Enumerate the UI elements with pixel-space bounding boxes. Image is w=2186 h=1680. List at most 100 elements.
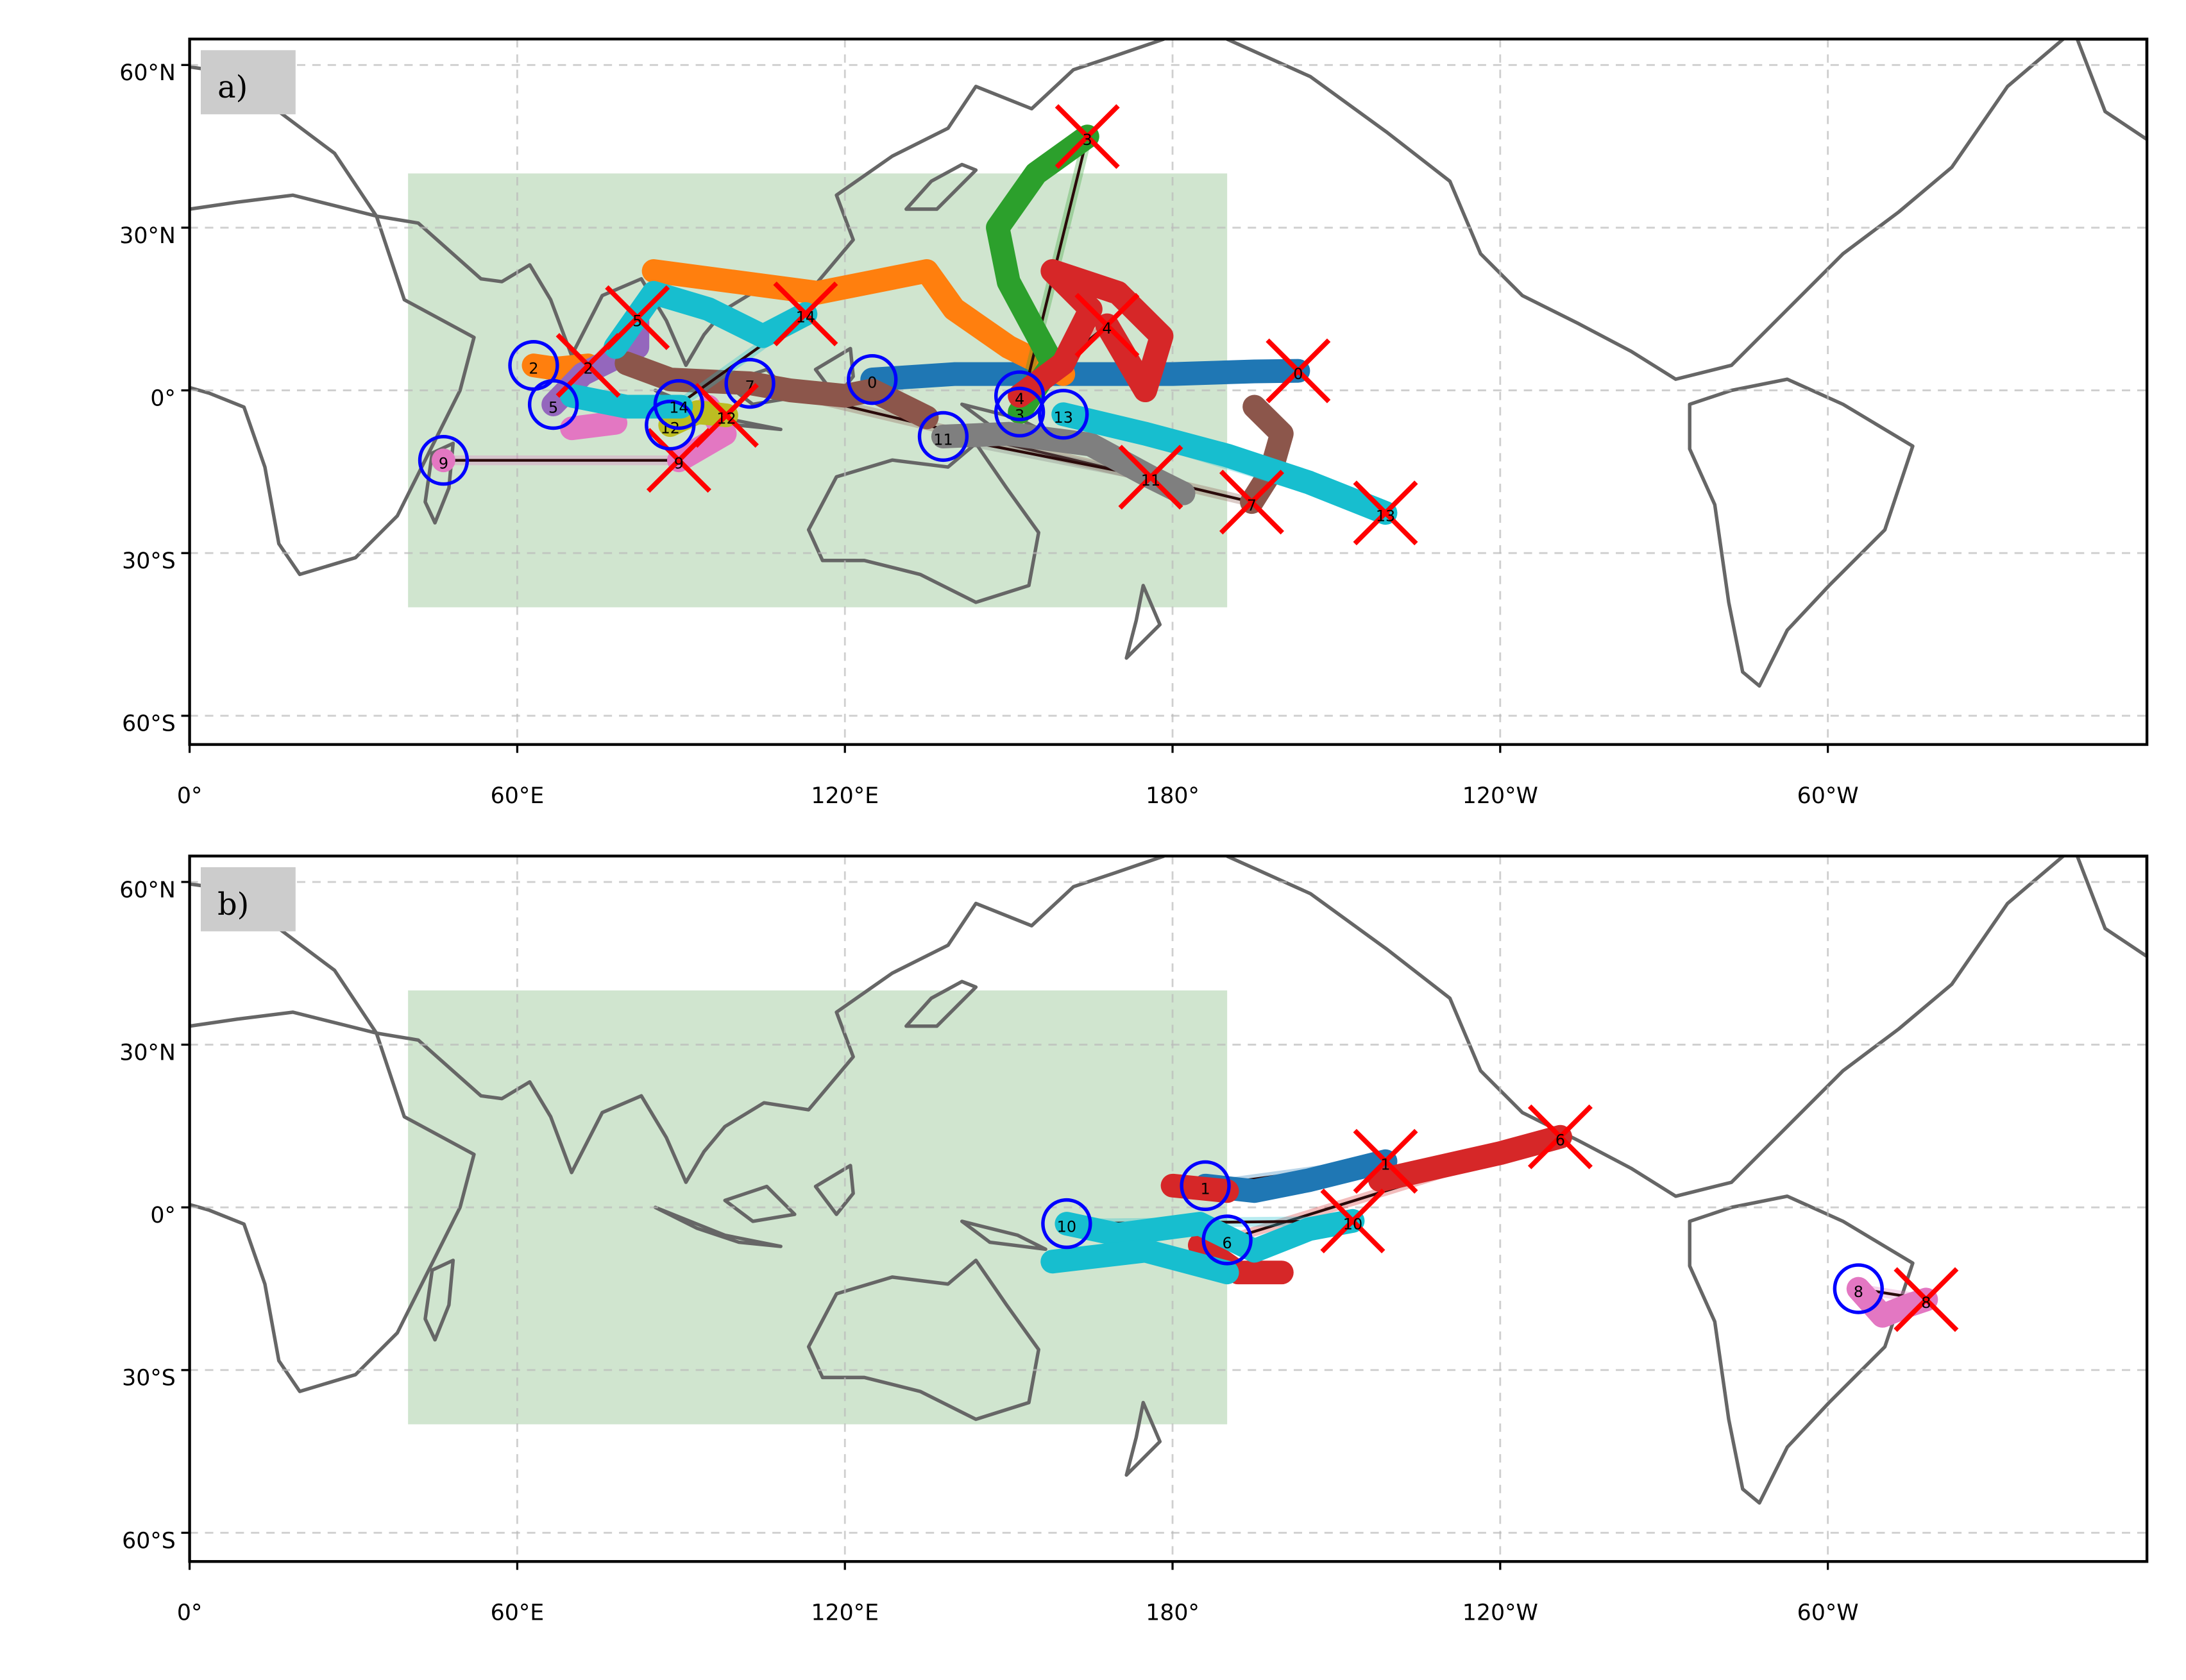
panel-label: a) [217, 70, 248, 105]
start-label-0: 0 [867, 374, 877, 392]
end-label-8: 8 [1921, 1294, 1931, 1312]
start-marker-4 [994, 370, 1046, 421]
start-marker-1 [1180, 1160, 1231, 1212]
track-8 [1846, 1277, 1938, 1328]
panel-label-box [200, 50, 296, 115]
end-marker-11 [1118, 445, 1183, 510]
end-marker-7 [1219, 470, 1284, 535]
start-marker-14 [653, 378, 705, 430]
x-tick-label: 120°W [1462, 1600, 1538, 1626]
end-marker-6 [1527, 1104, 1593, 1169]
track-path [641, 259, 1076, 386]
track-path [1055, 1209, 1365, 1263]
track-13 [1051, 402, 1398, 525]
end-label-12: 12 [716, 409, 736, 427]
end-label-0: 0 [1293, 365, 1303, 383]
track-path [1051, 402, 1398, 525]
start-label-9: 9 [439, 455, 448, 473]
track-path [658, 400, 738, 437]
y-tick-label: 0° [150, 1203, 176, 1228]
start-label-6: 6 [1223, 1234, 1232, 1252]
track-path [1368, 1124, 1573, 1192]
x-tick-label: 180° [1146, 783, 1199, 809]
x-tick-label: 60°W [1797, 783, 1859, 809]
track-path [1008, 259, 1174, 408]
track-path [860, 359, 1310, 392]
track-0 [860, 359, 1310, 392]
axes-frame [188, 854, 2149, 1563]
end-marker-3 [1055, 104, 1120, 169]
start-marker-11 [917, 411, 969, 462]
x-tick-label: 0° [177, 1600, 203, 1626]
x-tick-label: 120°E [811, 783, 879, 809]
start-label-14: 14 [669, 399, 688, 417]
y-tick-label: 30°N [119, 1040, 176, 1065]
panel-label: b) [217, 887, 249, 922]
y-tick-label: 30°S [122, 1366, 176, 1391]
x-tick-label: 180° [1146, 1600, 1199, 1626]
y-tick-label: 60°S [122, 711, 176, 737]
end-label-3: 3 [1083, 131, 1092, 149]
start-label-5: 5 [548, 399, 558, 417]
end-label-10: 10 [1343, 1215, 1362, 1233]
start-marker-12 [645, 400, 696, 451]
end-marker-10 [1320, 1188, 1385, 1253]
end-marker-5 [605, 285, 670, 350]
x-tick-label: 60°W [1797, 1600, 1859, 1626]
x-tick-label: 0° [177, 783, 203, 809]
end-label-1: 1 [1380, 1155, 1390, 1173]
x-tick-label: 120°E [811, 1600, 879, 1626]
end-label-6: 6 [1555, 1131, 1565, 1149]
x-tick-label: 120°W [1462, 783, 1538, 809]
end-marker-0 [1266, 338, 1331, 403]
start-marker-0 [847, 353, 898, 405]
y-tick-label: 30°S [122, 548, 176, 574]
end-marker-4 [1074, 293, 1140, 358]
end-label-11: 11 [1141, 471, 1160, 489]
start-marker-10 [1041, 1198, 1092, 1250]
y-tick-label: 30°N [119, 223, 176, 249]
start-label-11: 11 [933, 430, 953, 448]
end-label-4: 4 [1102, 319, 1112, 337]
end-label-9: 9 [674, 455, 684, 473]
track-path [560, 384, 693, 419]
end-marker-1 [1353, 1128, 1418, 1194]
end-marker-14 [773, 281, 838, 346]
end-label-14: 14 [796, 308, 815, 326]
y-tick-label: 60°S [122, 1528, 176, 1554]
start-marker-6 [1201, 1214, 1253, 1266]
start-marker-7 [724, 357, 775, 409]
x-tick-label: 60°E [491, 783, 545, 809]
track-path [614, 351, 939, 430]
end-label-13: 13 [1376, 507, 1395, 525]
panel-label-box [200, 867, 296, 931]
axes-frame [188, 37, 2149, 746]
end-label-2: 2 [583, 360, 593, 378]
start-marker-9 [418, 434, 470, 486]
track-path [931, 421, 1196, 505]
start-label-3: 3 [1015, 406, 1024, 424]
start-marker-5 [527, 378, 579, 430]
end-label-5: 5 [632, 312, 642, 330]
start-marker-8 [1833, 1263, 1884, 1314]
start-label-1: 1 [1200, 1180, 1210, 1198]
end-marker-13 [1353, 480, 1418, 546]
track-path [1040, 1239, 1239, 1285]
start-label-13: 13 [1054, 409, 1073, 427]
end-marker-12 [693, 382, 759, 448]
start-label-4: 4 [1015, 390, 1024, 408]
track-path [560, 411, 628, 441]
start-marker-3 [994, 386, 1046, 438]
start-marker-13 [1038, 389, 1089, 440]
map-panel-b: 1 1 6 6 8 8 10 10 b) 0° 60°E 120°E 180° 120°W 60°W 60°N… [119, 854, 2149, 1626]
end-label-7: 7 [1247, 496, 1257, 514]
map-area: 1 1 6 6 8 8 10 10 [189, 856, 2148, 1562]
y-tick-label: 60°N [119, 878, 176, 903]
start-label-2: 2 [529, 360, 538, 378]
end-marker-8 [1894, 1267, 1959, 1332]
x-tick-label: 60°E [491, 1600, 545, 1626]
y-tick-label: 0° [150, 386, 176, 411]
